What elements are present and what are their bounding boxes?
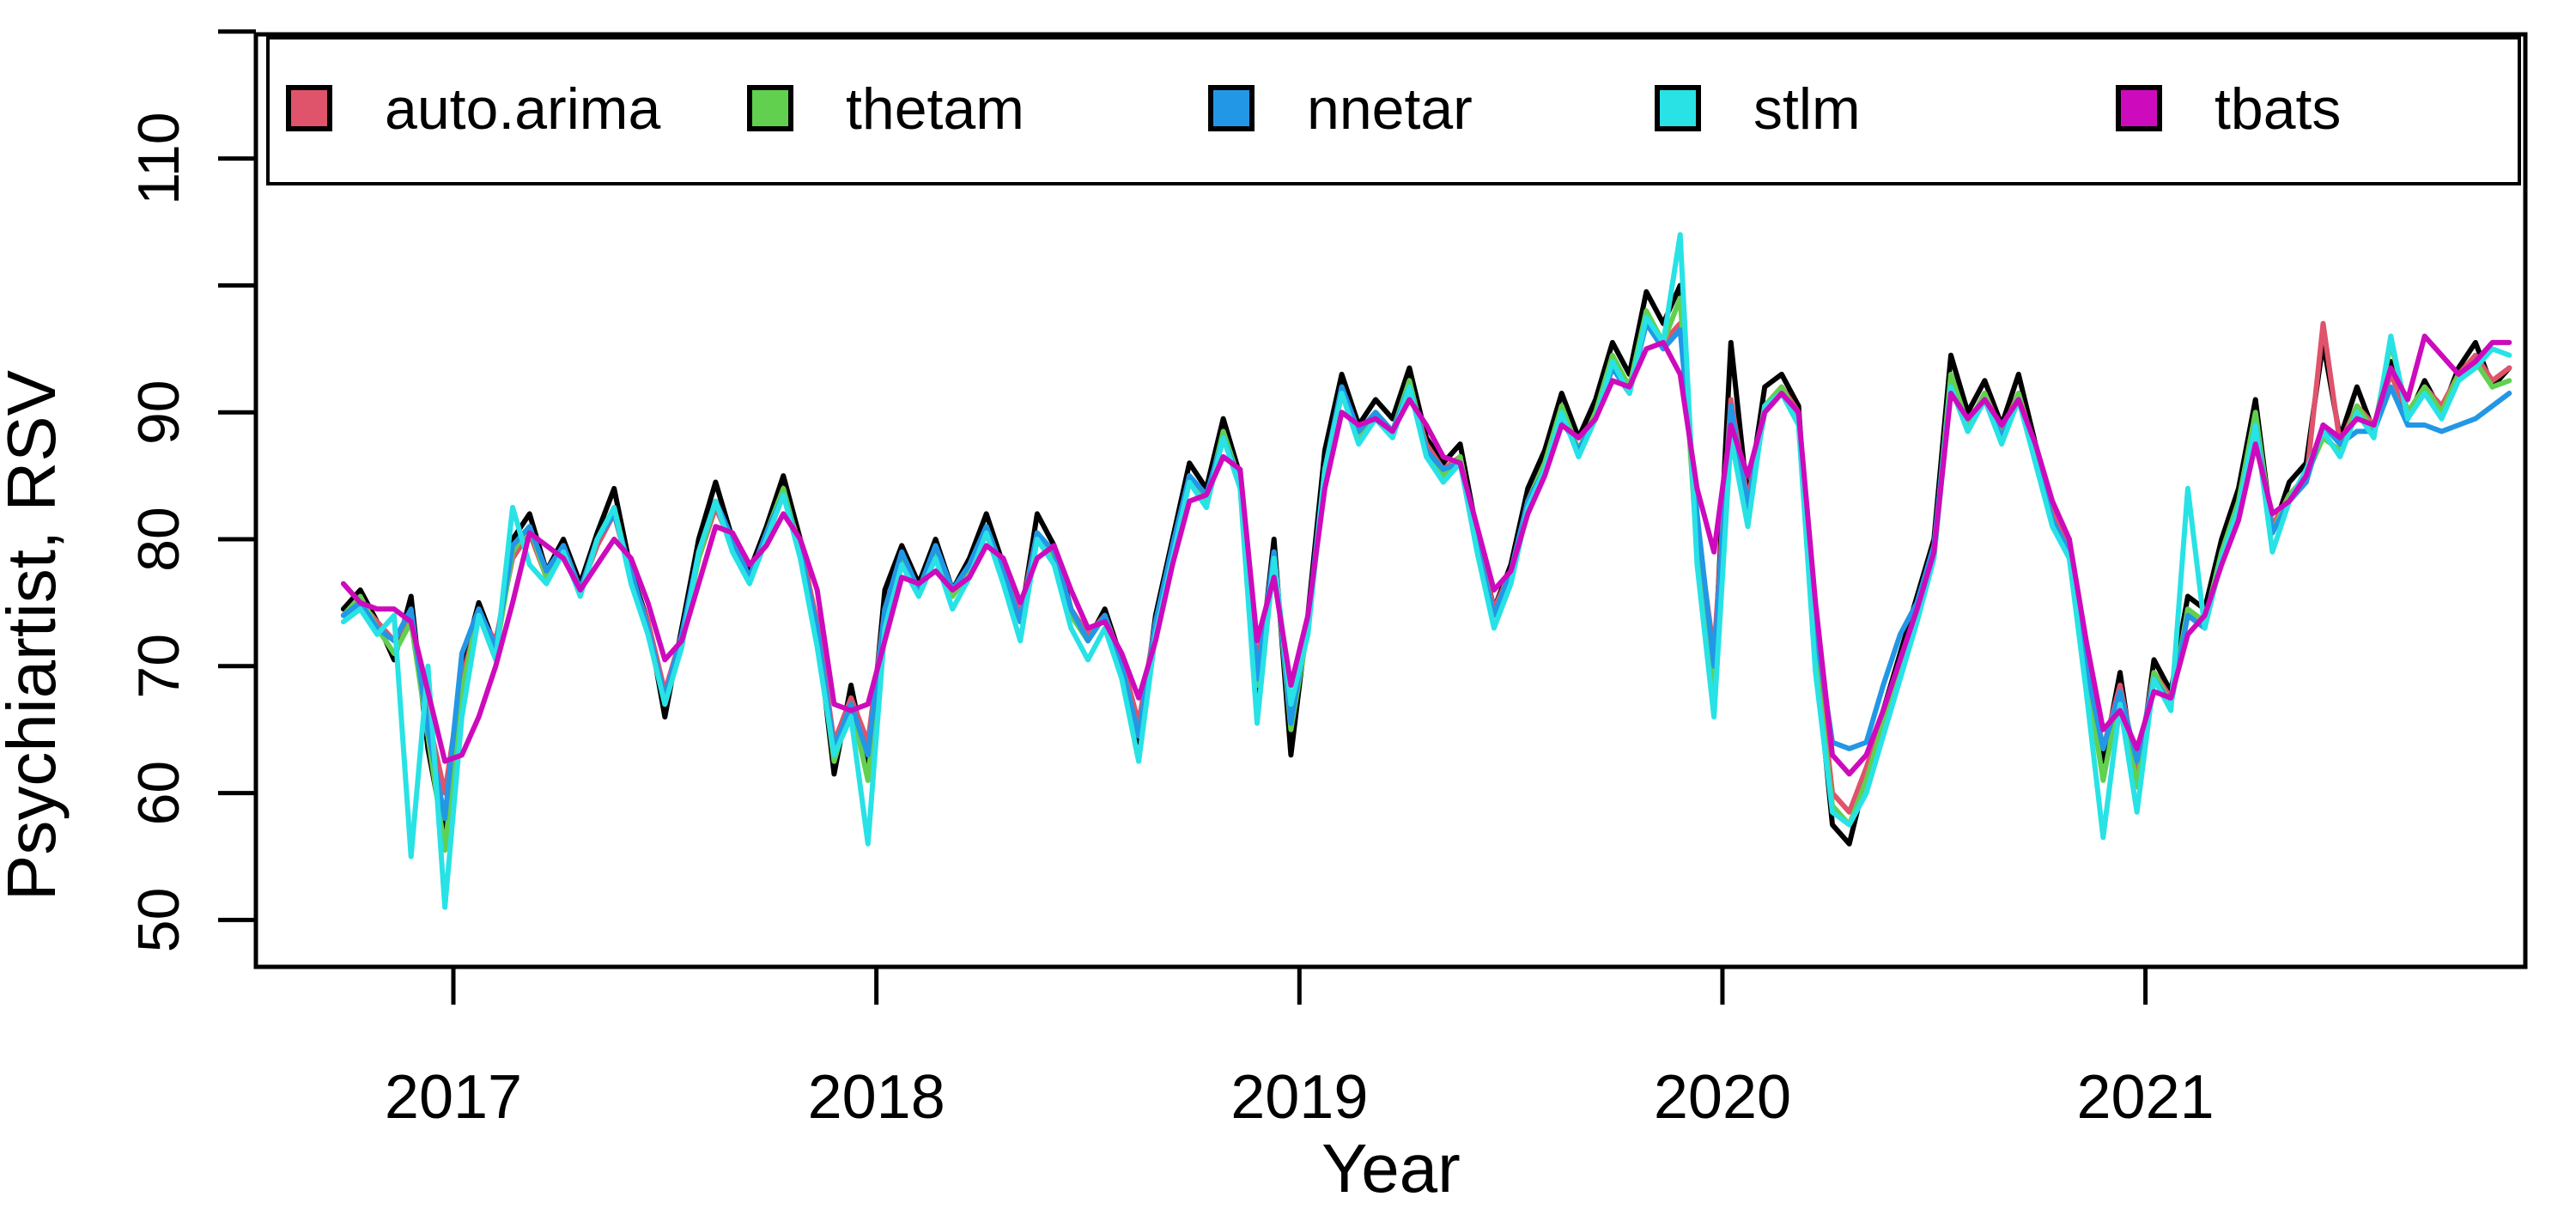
series-line-nnetar <box>340 320 2512 822</box>
legend-label: auto.arima <box>385 76 660 142</box>
legend-item-thetam: thetam <box>747 76 1024 142</box>
legend-items: auto.arima thetam nnetar stlm tbats <box>286 76 2341 142</box>
legend-item-nnetar: nnetar <box>1208 76 1473 142</box>
legend-label: tbats <box>2215 76 2341 142</box>
legend-swatch-nnetar <box>1208 85 1255 131</box>
x-tick-label: 2021 <box>2077 1063 2215 1132</box>
x-tick-label: 2019 <box>1230 1063 1368 1132</box>
y-tick-label: 70 <box>126 634 191 699</box>
legend: auto.arima thetam nnetar stlm tbats <box>266 36 2521 185</box>
y-tick-label: 60 <box>126 761 191 826</box>
y-tick-label: 90 <box>126 380 191 445</box>
legend-swatch-tbats <box>2116 85 2162 131</box>
series-line-tbats <box>340 333 2512 777</box>
legend-item-auto.arima: auto.arima <box>286 76 660 142</box>
legend-label: nnetar <box>1307 76 1473 142</box>
x-axis-title: Year <box>1321 1130 1461 1206</box>
y-tick-label: 50 <box>126 888 191 953</box>
legend-swatch-stlm <box>1655 85 1701 131</box>
legend-swatch-auto.arima <box>286 85 332 131</box>
legend-label: thetam <box>846 76 1024 142</box>
series-line-stlm <box>340 232 2512 910</box>
series-line-thetam <box>340 295 2512 854</box>
y-tick-label: 80 <box>126 507 191 572</box>
legend-item-stlm: stlm <box>1655 76 1861 142</box>
legend-label: stlm <box>1753 76 1861 142</box>
series-lines <box>340 232 2512 910</box>
plot-border <box>253 32 2528 969</box>
legend-item-tbats: tbats <box>2116 76 2341 142</box>
x-tick-label: 2017 <box>385 1063 522 1132</box>
x-tick-label: 2020 <box>1654 1063 1791 1132</box>
axes: 2017 2018 2019 2020 2021 50 60 70 80 90 110 <box>126 29 2215 1132</box>
legend-swatch-thetam <box>747 85 793 131</box>
y-tick-label: 110 <box>126 112 191 204</box>
x-tick-label: 2018 <box>808 1063 945 1132</box>
y-axis-title: Psychiartist, RSV <box>0 369 70 901</box>
